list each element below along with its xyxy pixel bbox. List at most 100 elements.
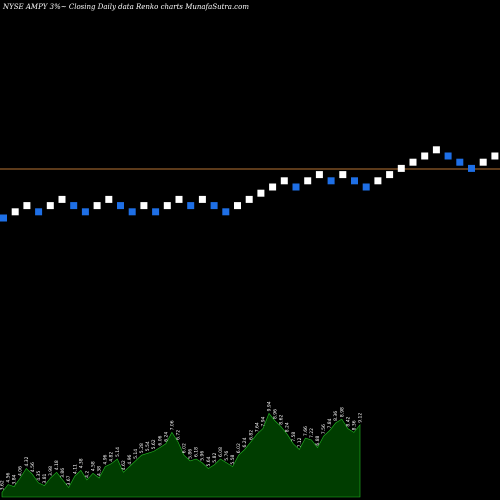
- down-brick: [222, 208, 230, 216]
- volume-label: 4.62: [121, 460, 127, 470]
- volume-label: 7.12: [297, 437, 303, 447]
- volume-label: 7.66: [303, 426, 309, 436]
- volume-label: 6.82: [248, 430, 254, 440]
- down-brick: [128, 208, 136, 216]
- up-brick: [46, 202, 54, 210]
- volume-label: 3.81: [42, 473, 48, 483]
- up-brick: [386, 171, 394, 179]
- down-brick: [362, 183, 370, 191]
- up-brick: [23, 202, 31, 210]
- volume-label: 4.2: [84, 471, 90, 478]
- volume-label: 4.96: [127, 454, 133, 464]
- volume-label: 5.14: [115, 447, 121, 457]
- up-brick: [140, 202, 148, 210]
- up-brick: [304, 177, 312, 185]
- volume-label: 6.08: [218, 447, 224, 457]
- volume-label: 6.24: [242, 437, 248, 447]
- down-brick: [35, 208, 43, 216]
- volume-label: 4.38: [78, 458, 84, 468]
- volume-label: 4.56: [30, 462, 36, 472]
- down-brick: [0, 214, 7, 222]
- up-brick: [257, 189, 265, 197]
- up-brick: [269, 183, 277, 191]
- down-brick: [152, 208, 160, 216]
- up-brick: [491, 152, 499, 160]
- volume-label: 5.86: [188, 449, 194, 459]
- volume-label: 5.82: [212, 453, 218, 463]
- up-brick: [58, 195, 66, 203]
- volume-label: 6.24: [163, 432, 169, 442]
- volume-label: 4.35: [36, 471, 42, 481]
- volume-histogram: 3.624.56 3.844.064.324.564.35 3.813.984.18…: [0, 401, 364, 498]
- volume-label: 8.42: [345, 416, 351, 426]
- volume-label: 5.62: [151, 439, 157, 449]
- volume-label: 7.56: [321, 424, 327, 434]
- down-brick: [351, 177, 358, 185]
- volume-label: 4.18: [54, 460, 60, 470]
- down-brick: [327, 177, 335, 185]
- volume-label: 4.96: [103, 454, 109, 464]
- down-brick: [292, 183, 300, 191]
- up-brick: [409, 158, 417, 166]
- volume-label: 7.94: [260, 416, 266, 426]
- volume-label: 5.54: [145, 441, 151, 451]
- volume-label: 8.36: [333, 411, 339, 421]
- up-brick: [432, 146, 440, 154]
- down-brick: [468, 164, 475, 172]
- volume-label: 5.28: [139, 443, 145, 453]
- up-brick: [315, 171, 323, 179]
- volume-label: 7.22: [309, 428, 315, 438]
- volume-label: 9.94: [267, 401, 273, 411]
- down-brick: [117, 202, 124, 210]
- volume-label: 4.58: [91, 461, 97, 471]
- volume-label: 4.82: [109, 452, 115, 462]
- volume-label: 8.96: [273, 409, 279, 419]
- down-brick: [81, 208, 89, 216]
- volume-label: 7.84: [327, 418, 333, 428]
- renko-bricks: [0, 146, 499, 222]
- volume-label: 6.02: [182, 443, 188, 453]
- volume-label: 3.86: [60, 468, 66, 478]
- up-brick: [234, 202, 241, 210]
- up-brick: [280, 177, 288, 185]
- up-brick: [11, 208, 19, 216]
- volume-label: 3.84: [12, 474, 18, 484]
- volume-label: 3.62: [0, 480, 6, 490]
- volume-label: 8.98: [339, 407, 345, 417]
- volume-label: 7.06: [169, 420, 175, 430]
- volume-label: 4.38: [97, 466, 103, 476]
- up-brick: [105, 195, 113, 203]
- volume-label: 5.96: [200, 451, 206, 461]
- down-brick: [187, 202, 195, 210]
- volume-label: 9.12: [358, 413, 364, 423]
- volume-label: 8.62: [279, 415, 285, 425]
- volume-label: 5.14: [133, 449, 139, 459]
- up-brick: [163, 202, 171, 210]
- up-brick: [421, 152, 429, 160]
- down-brick: [456, 158, 464, 166]
- up-brick: [374, 177, 382, 185]
- volume-label: 7.58: [291, 432, 297, 442]
- down-brick: [70, 202, 78, 210]
- volume-label: 6.02: [236, 443, 242, 453]
- up-brick: [479, 158, 487, 166]
- volume-label: 4.06: [18, 466, 24, 476]
- chart-title: NYSE AMPY 3%~ Closing Daily data Renko c…: [2, 3, 249, 11]
- up-brick: [245, 195, 253, 203]
- down-brick: [444, 152, 452, 160]
- volume-label: 5.64: [206, 456, 212, 466]
- down-brick: [210, 202, 218, 210]
- volume-label: 4.32: [24, 456, 30, 466]
- volume-label: 6.06: [157, 435, 163, 445]
- volume-label: 3.98: [48, 466, 54, 476]
- volume-area: [1, 412, 361, 498]
- volume-label: 3.67: [66, 475, 72, 485]
- up-brick: [198, 195, 206, 203]
- up-brick: [339, 171, 347, 179]
- volume-label: 5.76: [224, 451, 230, 461]
- volume-label: 6.18: [194, 447, 200, 457]
- up-brick: [93, 202, 101, 210]
- volume-label: 8.24: [285, 422, 291, 432]
- volume-label: 5.58: [230, 454, 236, 464]
